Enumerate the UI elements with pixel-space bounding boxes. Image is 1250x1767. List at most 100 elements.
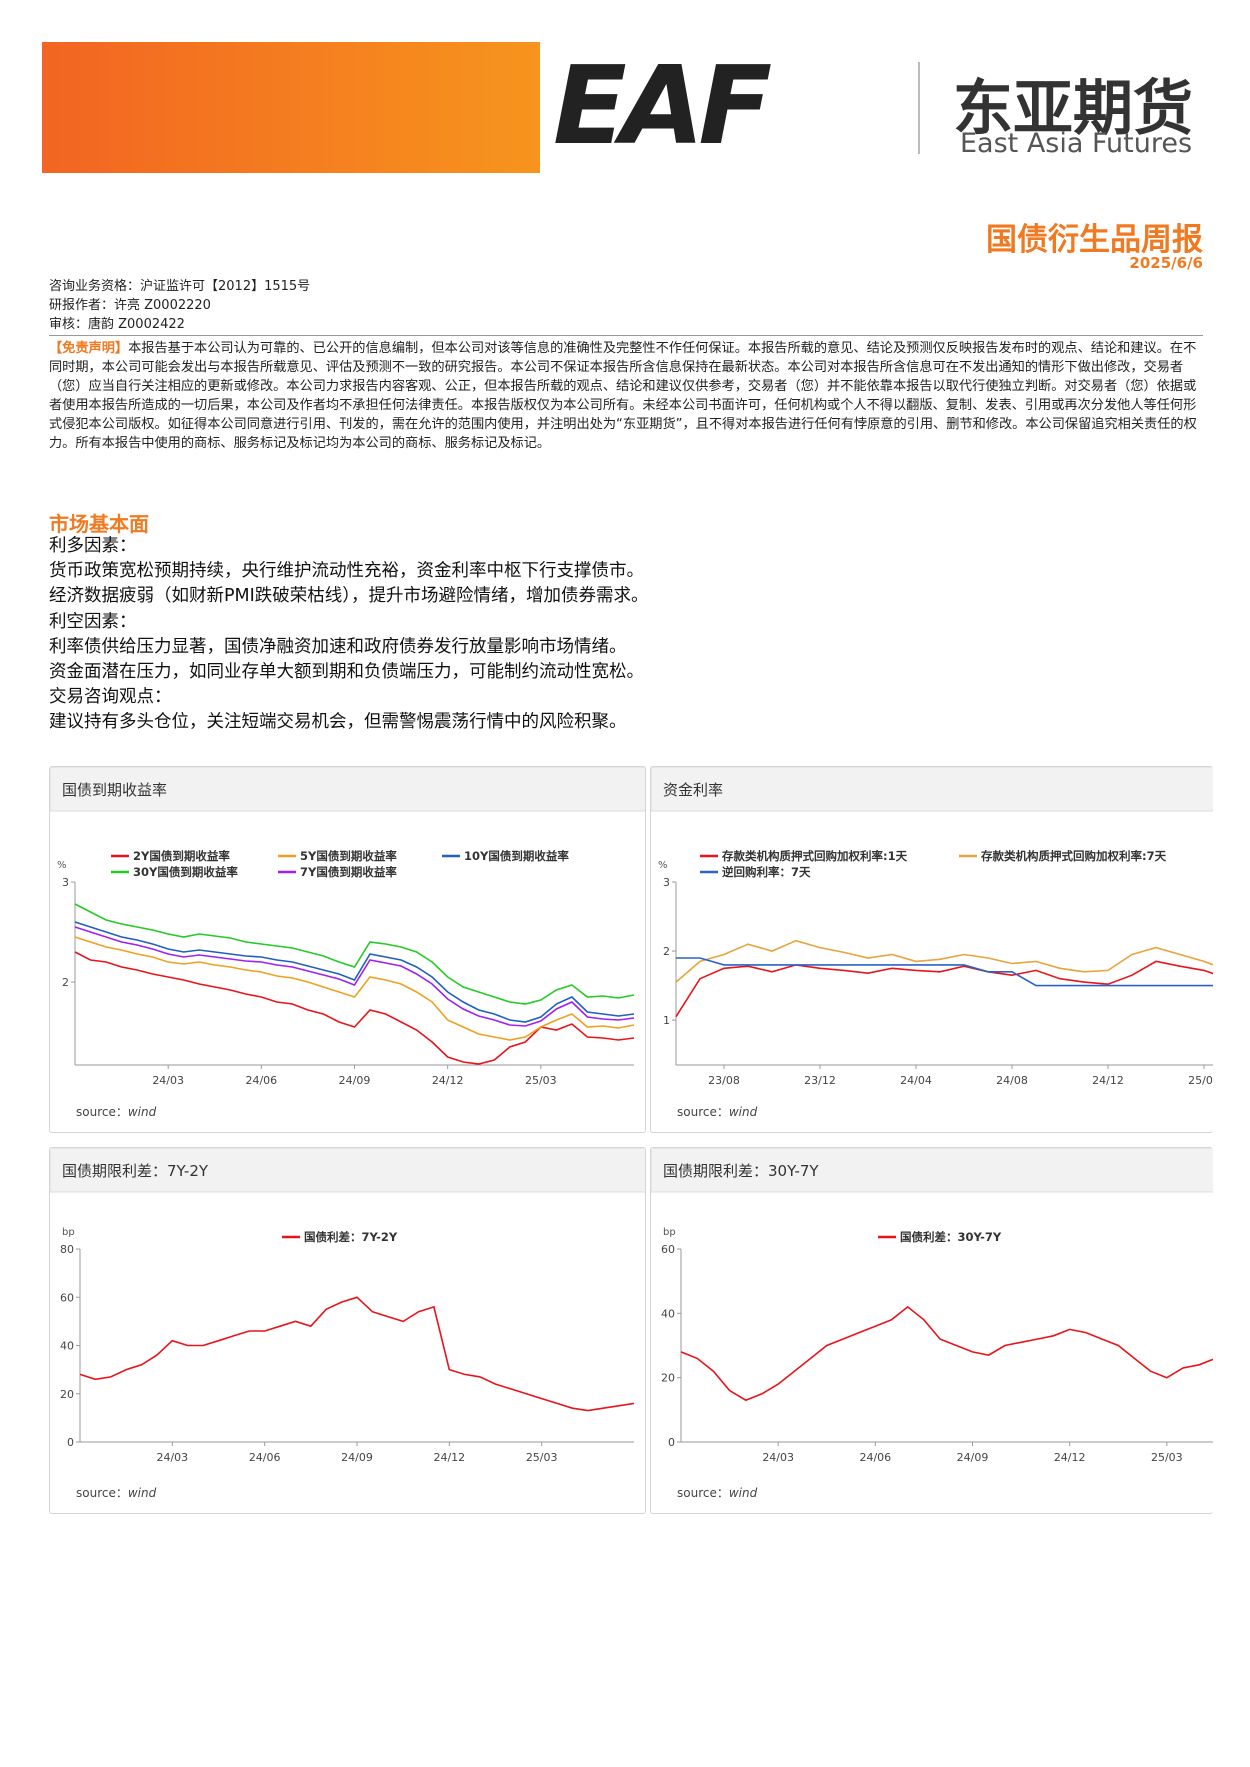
source: source：wind: [677, 1486, 758, 1500]
legend-label: 国债利差：7Y-2Y: [304, 1230, 398, 1244]
series-line: [74, 926, 635, 1027]
section-line: 建议持有多头仓位，关注短端交易机会，但需警惕震荡行情中的风险积聚。: [49, 712, 627, 733]
info-line: 审核：唐韵 Z0002422: [49, 317, 185, 332]
y-unit: %: [658, 860, 668, 871]
x-tick-label: 24/06: [859, 1451, 891, 1464]
section-line: 资金面潜在压力，如同业存单大额到期和负债端压力，可能制约流动性宽松。: [49, 662, 644, 683]
y-unit: bp: [663, 1227, 676, 1238]
chart-title: 国债期限利差：30Y-7Y: [663, 1162, 819, 1180]
info: 咨询业务资格：沪证监许可【2012】1515号 研报作者：许亮 Z0002220…: [49, 277, 310, 334]
x-tick-label: 24/12: [433, 1451, 465, 1464]
legend-label: 10Y国债到期收益率: [464, 849, 569, 863]
y-tick-label: 2: [62, 976, 69, 989]
x-tick-label: 24/12: [1054, 1451, 1086, 1464]
y-tick-label: 20: [60, 1388, 74, 1401]
x-tick-label: 25/04: [1188, 1074, 1213, 1087]
y-tick-label: 3: [62, 876, 69, 889]
chart: 国债到期收益率% 2 3 24/03 24/06 24/09 24/12 25/03 2Y国债到…: [50, 767, 645, 1119]
x-tick-label: 24/06: [245, 1074, 277, 1087]
source-name: wind: [729, 1486, 758, 1500]
y-tick-label: 1: [663, 1014, 670, 1027]
series-line: [79, 1296, 635, 1412]
y-tick-label: 60: [60, 1291, 74, 1304]
x-tick-label: 24/04: [900, 1074, 932, 1087]
section-body: 利多因素： 货币政策宽松预期持续，央行维护流动性充裕，资金利率中枢下行支撑债市。经…: [49, 534, 649, 736]
x-tick-label: 24/06: [249, 1451, 281, 1464]
x-tick-label: 24/03: [762, 1451, 794, 1464]
legend-label: 30Y国债到期收益率: [133, 865, 238, 879]
chart-panel: 资金利率% 1 2 3 23/08 23/12 24/04 24/08 24/12 25/04 存款…: [650, 766, 1213, 1133]
info-line: 咨询业务资格：沪证监许可【2012】1515号: [49, 279, 311, 294]
y-tick-label: 3: [663, 876, 670, 889]
x-tick-label: 24/09: [339, 1074, 371, 1087]
series-line: [680, 1305, 1213, 1402]
panel-header: [651, 767, 1213, 812]
legend-label: 存款类机构质押式回购加权利率:7天: [981, 849, 1167, 863]
legend-label: 逆回购利率：7天: [722, 865, 811, 879]
source-name: wind: [128, 1105, 157, 1119]
series-line: [74, 936, 635, 1041]
source-label: source：: [677, 1486, 729, 1500]
chart: 国债期限利差：7Y-2Y bp 0 20 40 60 80 24/03 24/06 24/09 24…: [50, 1148, 645, 1500]
chart-title: 国债到期收益率: [62, 781, 167, 799]
y-unit: bp: [62, 1227, 75, 1238]
logo: EAF: [553, 44, 772, 169]
series-line: [74, 951, 635, 1065]
y-tick-label: 40: [661, 1307, 675, 1320]
chart-panel: 国债期限利差：30Y-7Y bp 0 20 40 60 24/03 24/06 24/09 24/…: [650, 1147, 1213, 1514]
x-tick-label: 24/09: [957, 1451, 989, 1464]
x-tick-label: 24/09: [341, 1451, 373, 1464]
source-name: wind: [729, 1105, 758, 1119]
source: source：wind: [76, 1105, 157, 1119]
chart-panel: 国债期限利差：7Y-2Y bp 0 20 40 60 80 24/03 24/06 24/09 24…: [49, 1147, 646, 1514]
disclaimer-text: 本报告基于本公司认为可靠的、已公开的信息编制，但本公司对该等信息的准确性及完整性…: [49, 341, 1197, 451]
source-label: source：: [677, 1105, 729, 1119]
x-tick-label: 24/08: [996, 1074, 1028, 1087]
section-line: 货币政策宽松预期持续，央行维护流动性充裕，资金利率中枢下行支撑债市。: [49, 561, 644, 582]
y-tick-label: 2: [663, 945, 670, 958]
section-title: 市场基本面: [49, 512, 149, 536]
section-line: 利空因素：: [49, 611, 137, 632]
x-tick-label: 24/12: [432, 1074, 464, 1087]
x-tick-label: 25/03: [1151, 1451, 1183, 1464]
y-tick-label: 0: [668, 1436, 675, 1449]
source: source：wind: [677, 1105, 758, 1119]
x-tick-label: 25/03: [526, 1451, 558, 1464]
series-line: [74, 921, 635, 1023]
series-line: [676, 957, 1213, 987]
series-line: [675, 960, 1213, 1018]
y-tick-label: 60: [661, 1243, 675, 1256]
legend-label: 存款类机构质押式回购加权利率:1天: [722, 849, 908, 863]
source-label: source：: [76, 1105, 128, 1119]
legend-label: 2Y国债到期收益率: [133, 849, 230, 863]
y-tick-label: 80: [60, 1243, 74, 1256]
y-tick-label: 20: [661, 1372, 675, 1385]
chart: 资金利率% 1 2 3 23/08 23/12 24/04 24/08 24/12 25/04 存款…: [651, 767, 1213, 1119]
source-name: wind: [128, 1486, 157, 1500]
panel-header: [50, 767, 645, 812]
series-line: [74, 903, 635, 1005]
section-line: 利率债供给压力显著，国债净融资加速和政府债券发行放量影响市场情绪。: [49, 636, 627, 657]
section-line: 经济数据疲弱（如财新PMI跌破荣枯线），提升市场避险情绪，增加债券需求。: [49, 586, 649, 607]
y-tick-label: 0: [67, 1436, 74, 1449]
chart: 国债期限利差：30Y-7Y bp 0 20 40 60 24/03 24/06 24/09 24/…: [651, 1148, 1213, 1500]
series-line: [675, 939, 1213, 983]
source-label: source：: [76, 1486, 128, 1500]
y-unit: %: [57, 860, 67, 871]
chart-title: 国债期限利差：7Y-2Y: [62, 1162, 209, 1180]
company-cn: 东亚期货: [953, 74, 1193, 144]
x-tick-label: 23/08: [708, 1074, 740, 1087]
source: source：wind: [76, 1486, 157, 1500]
divider: [918, 62, 920, 154]
y-tick-label: 40: [60, 1340, 74, 1353]
x-tick-label: 23/12: [804, 1074, 836, 1087]
company-en: East Asia Futures: [960, 128, 1193, 159]
banner: [42, 42, 540, 173]
panel-header: [651, 1148, 1213, 1193]
disclaimer: 【免责声明】本报告基于本公司认为可靠的、已公开的信息编制，但本公司对该等信息的准…: [49, 335, 1203, 453]
chart-panel: 国债到期收益率% 2 3 24/03 24/06 24/09 24/12 25/03 2Y国债到…: [49, 766, 646, 1133]
info-line: 研报作者：许亮 Z0002220: [49, 298, 211, 313]
x-tick-label: 25/03: [525, 1074, 557, 1087]
chart-title: 资金利率: [663, 781, 723, 799]
legend-label: 7Y国债到期收益率: [300, 865, 397, 879]
